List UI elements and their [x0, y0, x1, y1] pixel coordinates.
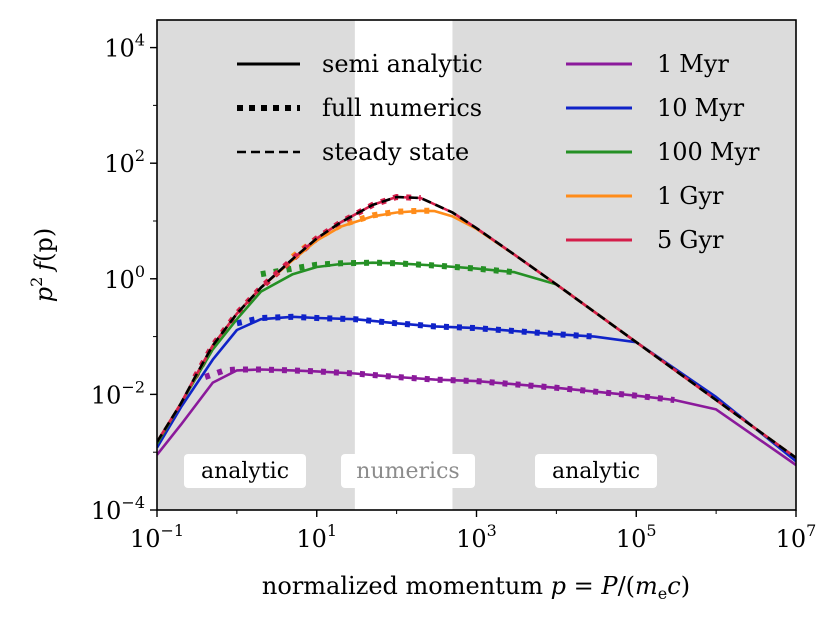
region-label-box-analytic-left	[184, 454, 306, 488]
legend-full-numerics-label: full numerics	[322, 94, 482, 122]
legend-label-10-myr: 10 Myr	[657, 94, 745, 122]
steady-state-line	[157, 195, 796, 459]
style-legend: semi analytic full numerics steady state	[237, 50, 483, 166]
legend-steady-state-label: steady state	[322, 138, 469, 166]
y-tick-label: 10−4	[91, 493, 145, 525]
numerics-line-100-myr	[260, 259, 515, 278]
analytic-line-10-myr	[157, 315, 796, 463]
x-axis-label: normalized momentum p = P/(mec)	[262, 572, 690, 603]
series-layer	[157, 193, 796, 467]
legend-label-1-myr: 1 Myr	[657, 50, 729, 78]
region-label-box-numerics	[341, 454, 475, 488]
y-axis-label: p2f(p)	[27, 228, 58, 303]
x-tick-label: 105	[616, 521, 657, 553]
analytic-region-background	[157, 20, 796, 510]
x-tick-label: 101	[296, 521, 337, 553]
region-labels: analytic numerics analytic	[184, 454, 657, 488]
y-tick-label: 100	[104, 262, 145, 294]
x-tick-label: 107	[776, 521, 817, 553]
x-tick-label: 103	[456, 521, 497, 553]
y-tick-label: 10−2	[91, 377, 145, 409]
y-tick-label: 104	[104, 31, 145, 63]
series-legend: 1 Myr 10 Myr 100 Myr 1 Gyr 5 Gyr	[566, 50, 760, 254]
region-label-analytic-right: analytic	[552, 459, 640, 484]
legend-label-5-gyr: 5 Gyr	[657, 226, 724, 254]
analytic-line-1-myr	[157, 368, 796, 467]
region-label-numerics: numerics	[356, 459, 459, 484]
x-tick-label: 10−1	[130, 521, 184, 553]
legend-label-100-myr: 100 Myr	[657, 138, 760, 166]
ticks-layer: 10−1 101 103 105 107 10−4 10−2 100 102 104	[91, 31, 817, 553]
region-label-analytic-left: analytic	[201, 459, 289, 484]
legend-label-1-gyr: 1 Gyr	[657, 182, 724, 210]
y-tick-label: 102	[104, 146, 145, 178]
legend-semi-analytic-label: semi analytic	[322, 50, 483, 78]
region-label-box-analytic-right	[535, 454, 657, 488]
